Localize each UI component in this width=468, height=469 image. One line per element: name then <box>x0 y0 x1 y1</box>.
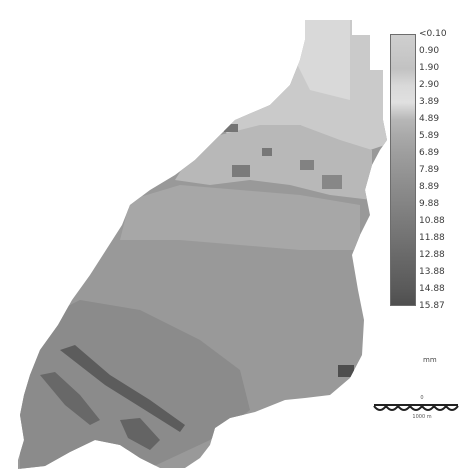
scale-bar-top-label: 0 <box>420 395 424 401</box>
legend-label: 14.88 <box>419 284 445 294</box>
legend-label: 3.89 <box>419 97 440 107</box>
legend-label: 1.90 <box>419 63 440 73</box>
legend-label: 8.89 <box>419 182 440 192</box>
legend-label: 13.88 <box>419 267 445 277</box>
legend-colorbar <box>390 34 416 306</box>
legend-label: 2.90 <box>419 80 440 90</box>
legend-label: 11.88 <box>419 233 445 243</box>
legend-unit: mm <box>423 356 437 364</box>
scale-bar-graphic <box>373 404 459 411</box>
legend-label: 10.88 <box>419 216 445 226</box>
legend-label: <0.10 <box>419 29 447 39</box>
legend-label: 7.89 <box>419 165 440 175</box>
legend-label: 12.88 <box>419 250 445 260</box>
legend-label: 15.87 <box>419 301 445 311</box>
legend-label: 4.89 <box>419 114 440 124</box>
legend-label: 5.89 <box>419 131 440 141</box>
legend: <0.10 0.90 1.90 2.90 3.89 4.89 5.89 6.89 7.89 8.8… <box>390 28 466 328</box>
legend-label: 6.89 <box>419 148 440 158</box>
legend-label: 9.88 <box>419 199 440 209</box>
scale-bar-bottom-label: 1000 m <box>412 414 432 420</box>
scale-bar: 0 1000 m <box>372 395 460 423</box>
legend-label: 0.90 <box>419 46 440 56</box>
